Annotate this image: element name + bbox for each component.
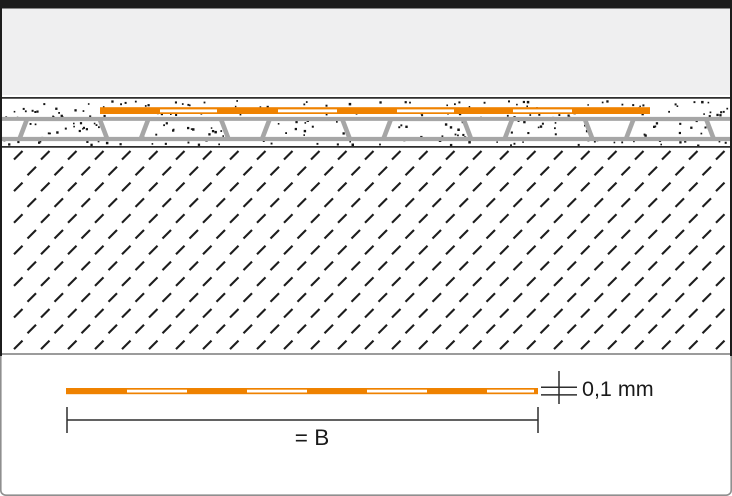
membrane-stud-cavities	[0, 117, 732, 141]
membrane-strip-diagram	[66, 388, 538, 395]
membrane-orange-strip	[100, 107, 650, 114]
width-dimension-label: = B	[294, 425, 330, 450]
top-black-bar	[0, 0, 732, 9]
substrate-hatch-layer	[13, 150, 726, 350]
thickness-dimension	[541, 371, 577, 404]
width-dimension	[66, 407, 539, 433]
surface-covering-layer	[0, 8, 732, 95]
thickness-dimension-label: 0,1 mm	[582, 377, 654, 401]
